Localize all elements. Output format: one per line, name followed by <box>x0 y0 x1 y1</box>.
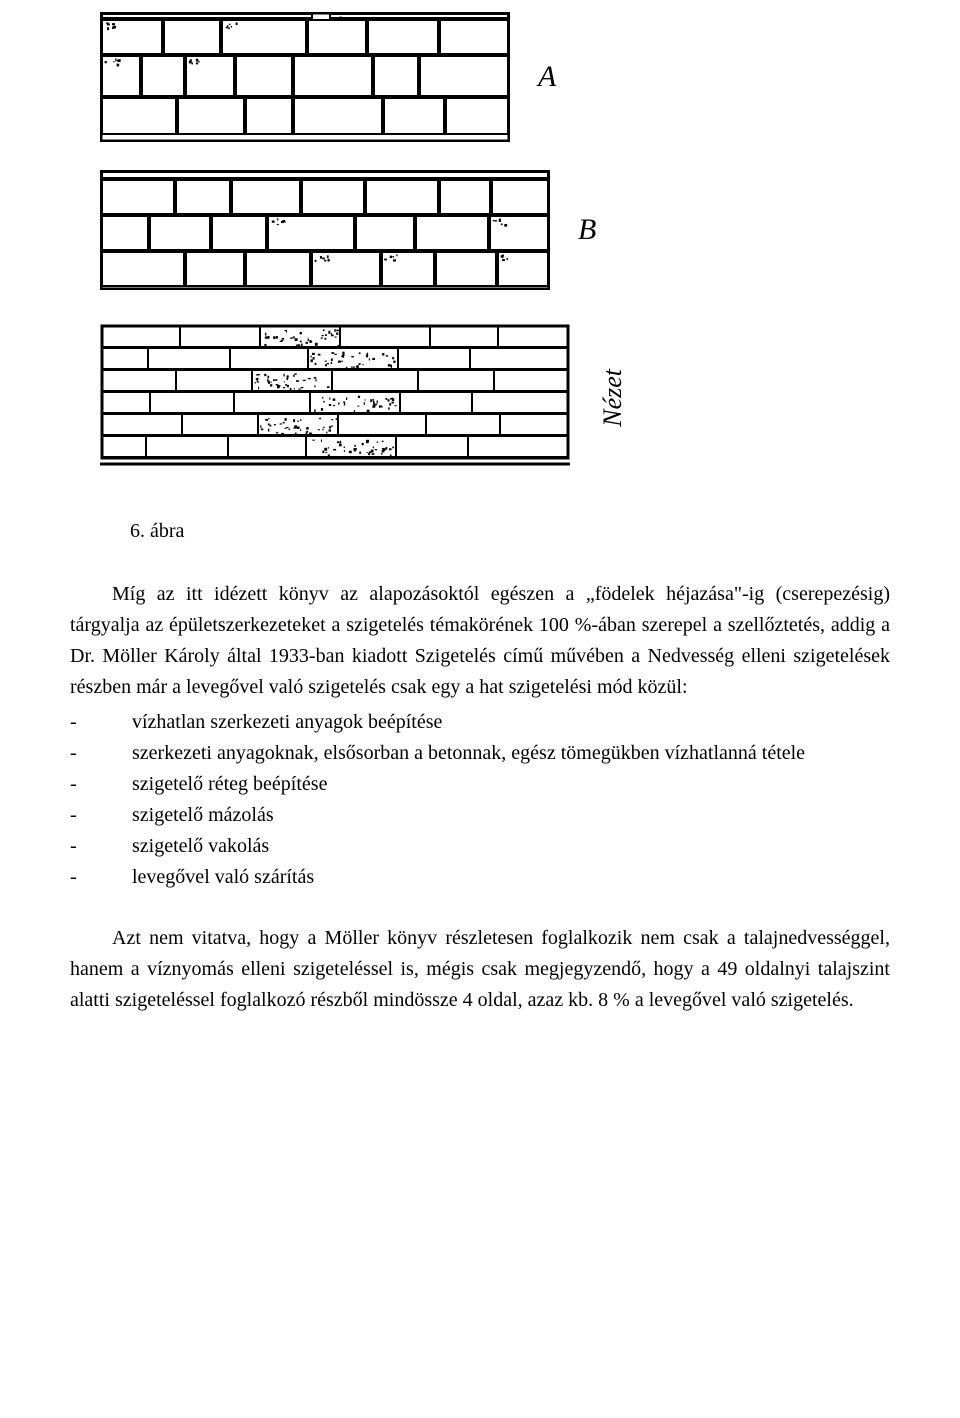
list-item: levegővel való szárítás <box>70 862 890 893</box>
figure-a-row: A <box>100 12 890 142</box>
figure-label-a: A <box>538 60 556 94</box>
paragraph-2: Azt nem vitatva, hogy a Möller könyv rés… <box>70 923 890 1016</box>
paragraph-1: Míg az itt idézett könyv az alapozásoktó… <box>70 579 890 703</box>
brick-diagram-b <box>100 170 550 290</box>
list-item: szigetelő vakolás <box>70 831 890 862</box>
list-item: szerkezeti anyagoknak, elsősorban a beto… <box>70 738 890 769</box>
list-item: vízhatlan szerkezeti anyagok beépítése <box>70 707 890 738</box>
figure-c-row: Nézet <box>100 318 890 478</box>
figure-label-c: Nézet <box>598 369 628 427</box>
waterproofing-methods-list: vízhatlan szerkezeti anyagok beépítésesz… <box>70 707 890 893</box>
figure-panel: A B Nézet <box>100 12 890 478</box>
list-item: szigetelő mázolás <box>70 800 890 831</box>
figure-caption: 6. ábra <box>130 520 890 543</box>
brick-elevation-c <box>100 318 570 478</box>
brick-diagram-a <box>100 12 510 142</box>
figure-b-row: B <box>100 170 890 290</box>
list-item: szigetelő réteg beépítése <box>70 769 890 800</box>
figure-label-b: B <box>578 213 596 247</box>
